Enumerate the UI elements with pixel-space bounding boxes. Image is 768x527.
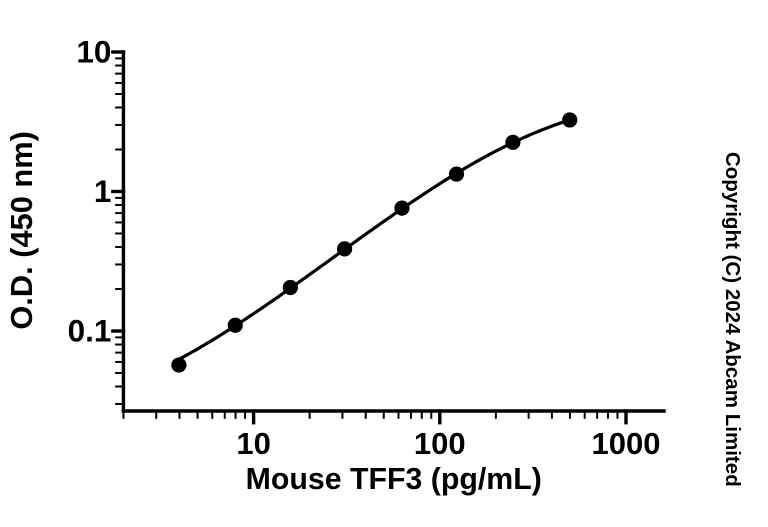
svg-text:0.1: 0.1 [68,313,112,349]
svg-text:10: 10 [76,34,111,70]
svg-text:Copyright (C) 2024 Abcam Limit: Copyright (C) 2024 Abcam Limited [721,152,744,487]
svg-text:100: 100 [414,426,466,461]
svg-text:1000: 1000 [592,426,661,461]
svg-text:Mouse TFF3 (pg/mL): Mouse TFF3 (pg/mL) [246,463,542,496]
svg-text:O.D. (450 nm): O.D. (450 nm) [4,131,39,330]
svg-text:1: 1 [94,173,112,209]
svg-text:10: 10 [236,426,270,461]
